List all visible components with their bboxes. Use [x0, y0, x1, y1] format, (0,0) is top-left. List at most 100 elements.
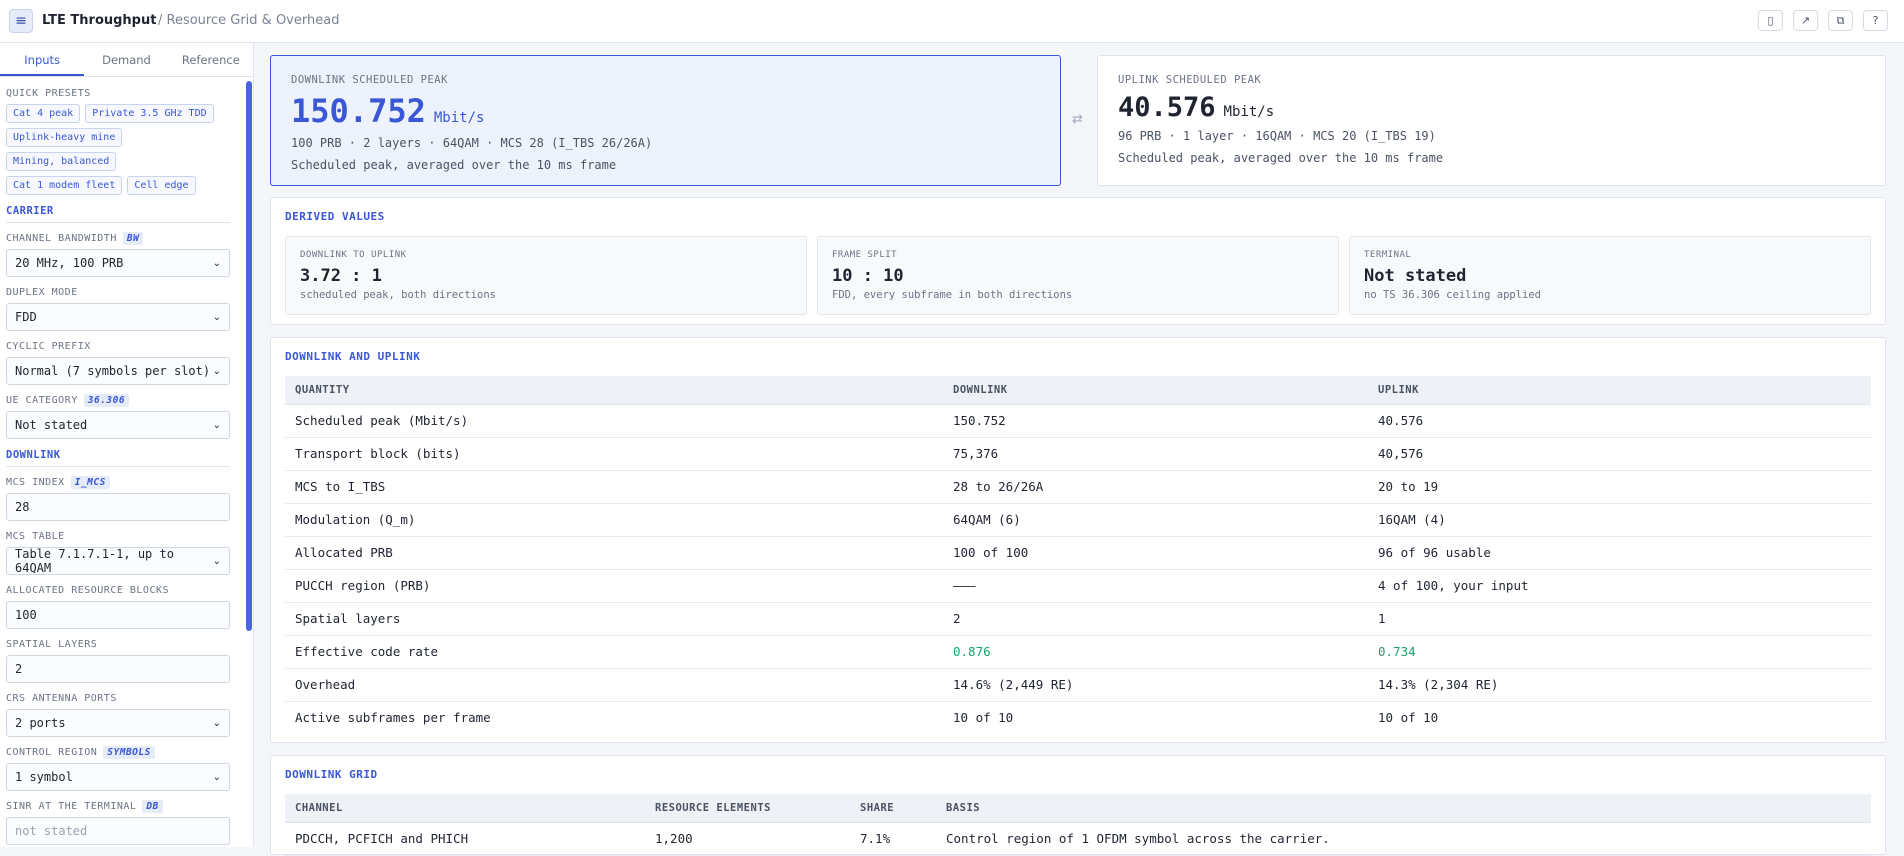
- allocated-rb-input[interactable]: 100: [6, 601, 230, 629]
- toolbar: ▯ ↗ ⧉ ?: [1758, 10, 1888, 31]
- sinr-label: SINR AT THE TERMINAL DB: [6, 799, 234, 813]
- derived-card: DOWNLINK TO UPLINK 3.72 : 1 scheduled pe…: [285, 236, 807, 315]
- derived-values-panel: DERIVED VALUES DOWNLINK TO UPLINK 3.72 :…: [270, 197, 1886, 325]
- chevron-down-icon: ⌄: [212, 365, 221, 377]
- mcs-table-label: MCS TABLE: [6, 530, 65, 542]
- bookmark-icon[interactable]: ▯: [1758, 10, 1783, 31]
- spec-tag: 36.306: [83, 393, 130, 407]
- ue-category-select[interactable]: Not stated ⌄: [6, 411, 230, 439]
- uplink-peak-value: 40.576: [1118, 92, 1216, 123]
- breadcrumb: / Resource Grid & Overhead: [158, 13, 340, 28]
- preset-button[interactable]: Cat 1 modem fleet: [6, 176, 123, 195]
- mcs-index-input[interactable]: 28: [6, 493, 230, 521]
- table-row: PUCCH region (PRB) ——— 4 of 100, your inpu…: [285, 569, 1871, 603]
- table-cell: 75,376: [943, 437, 1368, 471]
- preset-button[interactable]: Cell edge: [127, 176, 196, 195]
- crs-ports-select[interactable]: 2 ports ⌄: [6, 709, 230, 737]
- table-row: Transport block (bits) 75,376 40,576: [285, 437, 1871, 471]
- table-row: Scheduled peak (Mbit/s) 150.752 40.576: [285, 404, 1871, 438]
- downlink-grid-table: CHANNEL RESOURCE ELEMENTS SHARE BASIS PD…: [285, 794, 1871, 856]
- spatial-layers-input[interactable]: 2: [6, 655, 230, 683]
- table-cell: 16QAM (4): [1368, 503, 1871, 537]
- table-cell: 7.1%: [850, 822, 936, 856]
- downlink-peak-card: DOWNLINK SCHEDULED PEAK 150.752 Mbit/s 1…: [270, 55, 1061, 186]
- control-region-label: CONTROL REGION SYMBOLS: [6, 745, 234, 759]
- column-header: SHARE: [850, 794, 936, 823]
- uplink-peak-unit: Mbit/s: [1223, 104, 1275, 120]
- derived-values-title: DERIVED VALUES: [285, 210, 385, 223]
- derived-label: TERMINAL: [1364, 250, 1412, 260]
- preset-button[interactable]: Mining, balanced: [6, 152, 117, 171]
- bw-tag: BW: [122, 231, 144, 245]
- preset-button[interactable]: Private 3.5 GHz TDD: [85, 104, 214, 123]
- duplex-mode-label: DUPLEX MODE: [6, 286, 78, 298]
- derived-note: no TS 36.306 ceiling applied: [1364, 289, 1542, 301]
- chevron-down-icon: ⌄: [212, 419, 221, 431]
- table-header-row: QUANTITY DOWNLINK UPLINK: [285, 376, 1871, 405]
- table-row: Allocated PRB 100 of 100 96 of 96 usable: [285, 536, 1871, 570]
- table-cell: 14.3% (2,304 RE): [1368, 668, 1871, 702]
- downlink-peak-value-row: 150.752 Mbit/s: [291, 92, 1040, 130]
- table-row: Spatial layers 2 1: [285, 602, 1871, 636]
- table-cell: MCS to I_TBS: [285, 470, 943, 504]
- table-cell: Allocated PRB: [285, 536, 943, 570]
- sinr-input[interactable]: not stated: [6, 817, 230, 845]
- table-row: MCS to I_TBS 28 to 26/26A 20 to 19: [285, 470, 1871, 504]
- table-cell: Control region of 1 OFDM symbol across t…: [936, 822, 1871, 856]
- uplink-peak-note: Scheduled peak, averaged over the 10 ms …: [1118, 151, 1444, 165]
- table-cell: 40.576: [1368, 404, 1871, 438]
- preset-list: Cat 4 peak Private 3.5 GHz TDD Uplink-he…: [6, 104, 236, 195]
- channel-bandwidth-select[interactable]: 20 MHz, 100 PRB ⌄: [6, 249, 230, 277]
- table-cell: 10 of 10: [953, 710, 1014, 726]
- downlink-grid-panel: DOWNLINK GRID CHANNEL RESOURCE ELEMENTS …: [270, 755, 1886, 856]
- help-icon[interactable]: ?: [1863, 10, 1888, 31]
- code-rate-cell: 0.734: [1368, 635, 1871, 669]
- swap-icon: ⇄: [1072, 112, 1083, 127]
- downlink-peak-value: 150.752: [291, 92, 426, 130]
- table-cell: 20 to 19: [1368, 470, 1871, 504]
- preset-button[interactable]: Cat 4 peak: [6, 104, 81, 123]
- crs-ports-label: CRS ANTENNA PORTS: [6, 692, 117, 704]
- top-bar: ≡ LTE Throughput / Resource Grid & Overh…: [0, 0, 1904, 43]
- table-header-row: CHANNEL RESOURCE ELEMENTS SHARE BASIS: [285, 794, 1871, 823]
- carrier-heading: CARRIER: [6, 205, 230, 223]
- copy-icon[interactable]: ⧉: [1828, 10, 1853, 31]
- table-cell: 10 of 10: [1378, 710, 1439, 726]
- table-cell: Effective code rate: [285, 635, 943, 669]
- downlink-uplink-title: DOWNLINK AND UPLINK: [285, 350, 421, 363]
- uplink-peak-meta: 96 PRB · 1 layer · 16QAM · MCS 20 (I_TBS…: [1118, 129, 1436, 143]
- downlink-peak-unit: Mbit/s: [433, 110, 485, 126]
- chevron-down-icon: ⌄: [212, 717, 221, 729]
- tab-demand[interactable]: Demand: [102, 53, 151, 67]
- menu-icon[interactable]: ≡: [9, 9, 33, 33]
- downlink-uplink-table: QUANTITY DOWNLINK UPLINK Scheduled peak …: [285, 376, 1871, 734]
- control-region-select[interactable]: 1 symbol ⌄: [6, 763, 230, 791]
- table-cell: 2: [943, 602, 1368, 636]
- table-cell: ———: [943, 569, 1368, 603]
- table-cell: 150.752: [943, 404, 1368, 438]
- external-link-icon[interactable]: ↗: [1793, 10, 1818, 31]
- column-header: RESOURCE ELEMENTS: [645, 794, 850, 823]
- table-cell: Modulation (Q_m): [285, 503, 943, 537]
- code-rate-cell: 0.876: [943, 635, 1368, 669]
- table-row: Modulation (Q_m) 64QAM (6) 16QAM (4): [285, 503, 1871, 537]
- table-row: Active subframes per frame 10 of 10 10 of …: [285, 701, 1871, 734]
- cyclic-prefix-select[interactable]: Normal (7 symbols per slot) ⌄: [6, 357, 230, 385]
- duplex-mode-select[interactable]: FDD ⌄: [6, 303, 230, 331]
- tab-reference[interactable]: Reference: [181, 53, 240, 67]
- table-cell: Overhead: [285, 668, 943, 702]
- downlink-peak-label: DOWNLINK SCHEDULED PEAK: [291, 74, 448, 86]
- preset-button[interactable]: Uplink-heavy mine: [6, 128, 123, 147]
- table-cell: PUCCH region (PRB): [285, 569, 943, 603]
- mcs-table-select[interactable]: Table 7.1.7.1-1, up to 64QAM ⌄: [6, 547, 230, 575]
- app-title: LTE Throughput: [42, 13, 157, 28]
- table-cell: Transport block (bits): [285, 437, 943, 471]
- tab-inputs[interactable]: Inputs: [0, 43, 85, 76]
- spatial-layers-label: SPATIAL LAYERS: [6, 638, 98, 650]
- sidebar-tabs: Inputs Demand Reference: [0, 43, 253, 77]
- derived-note: scheduled peak, both directions: [300, 289, 496, 301]
- derived-value: 10 : 10: [832, 266, 904, 286]
- allocated-rb-label: ALLOCATED RESOURCE BLOCKS: [6, 584, 170, 596]
- sidebar-scrollbar[interactable]: [246, 81, 252, 631]
- table-cell: 28 to 26/26A: [943, 470, 1368, 504]
